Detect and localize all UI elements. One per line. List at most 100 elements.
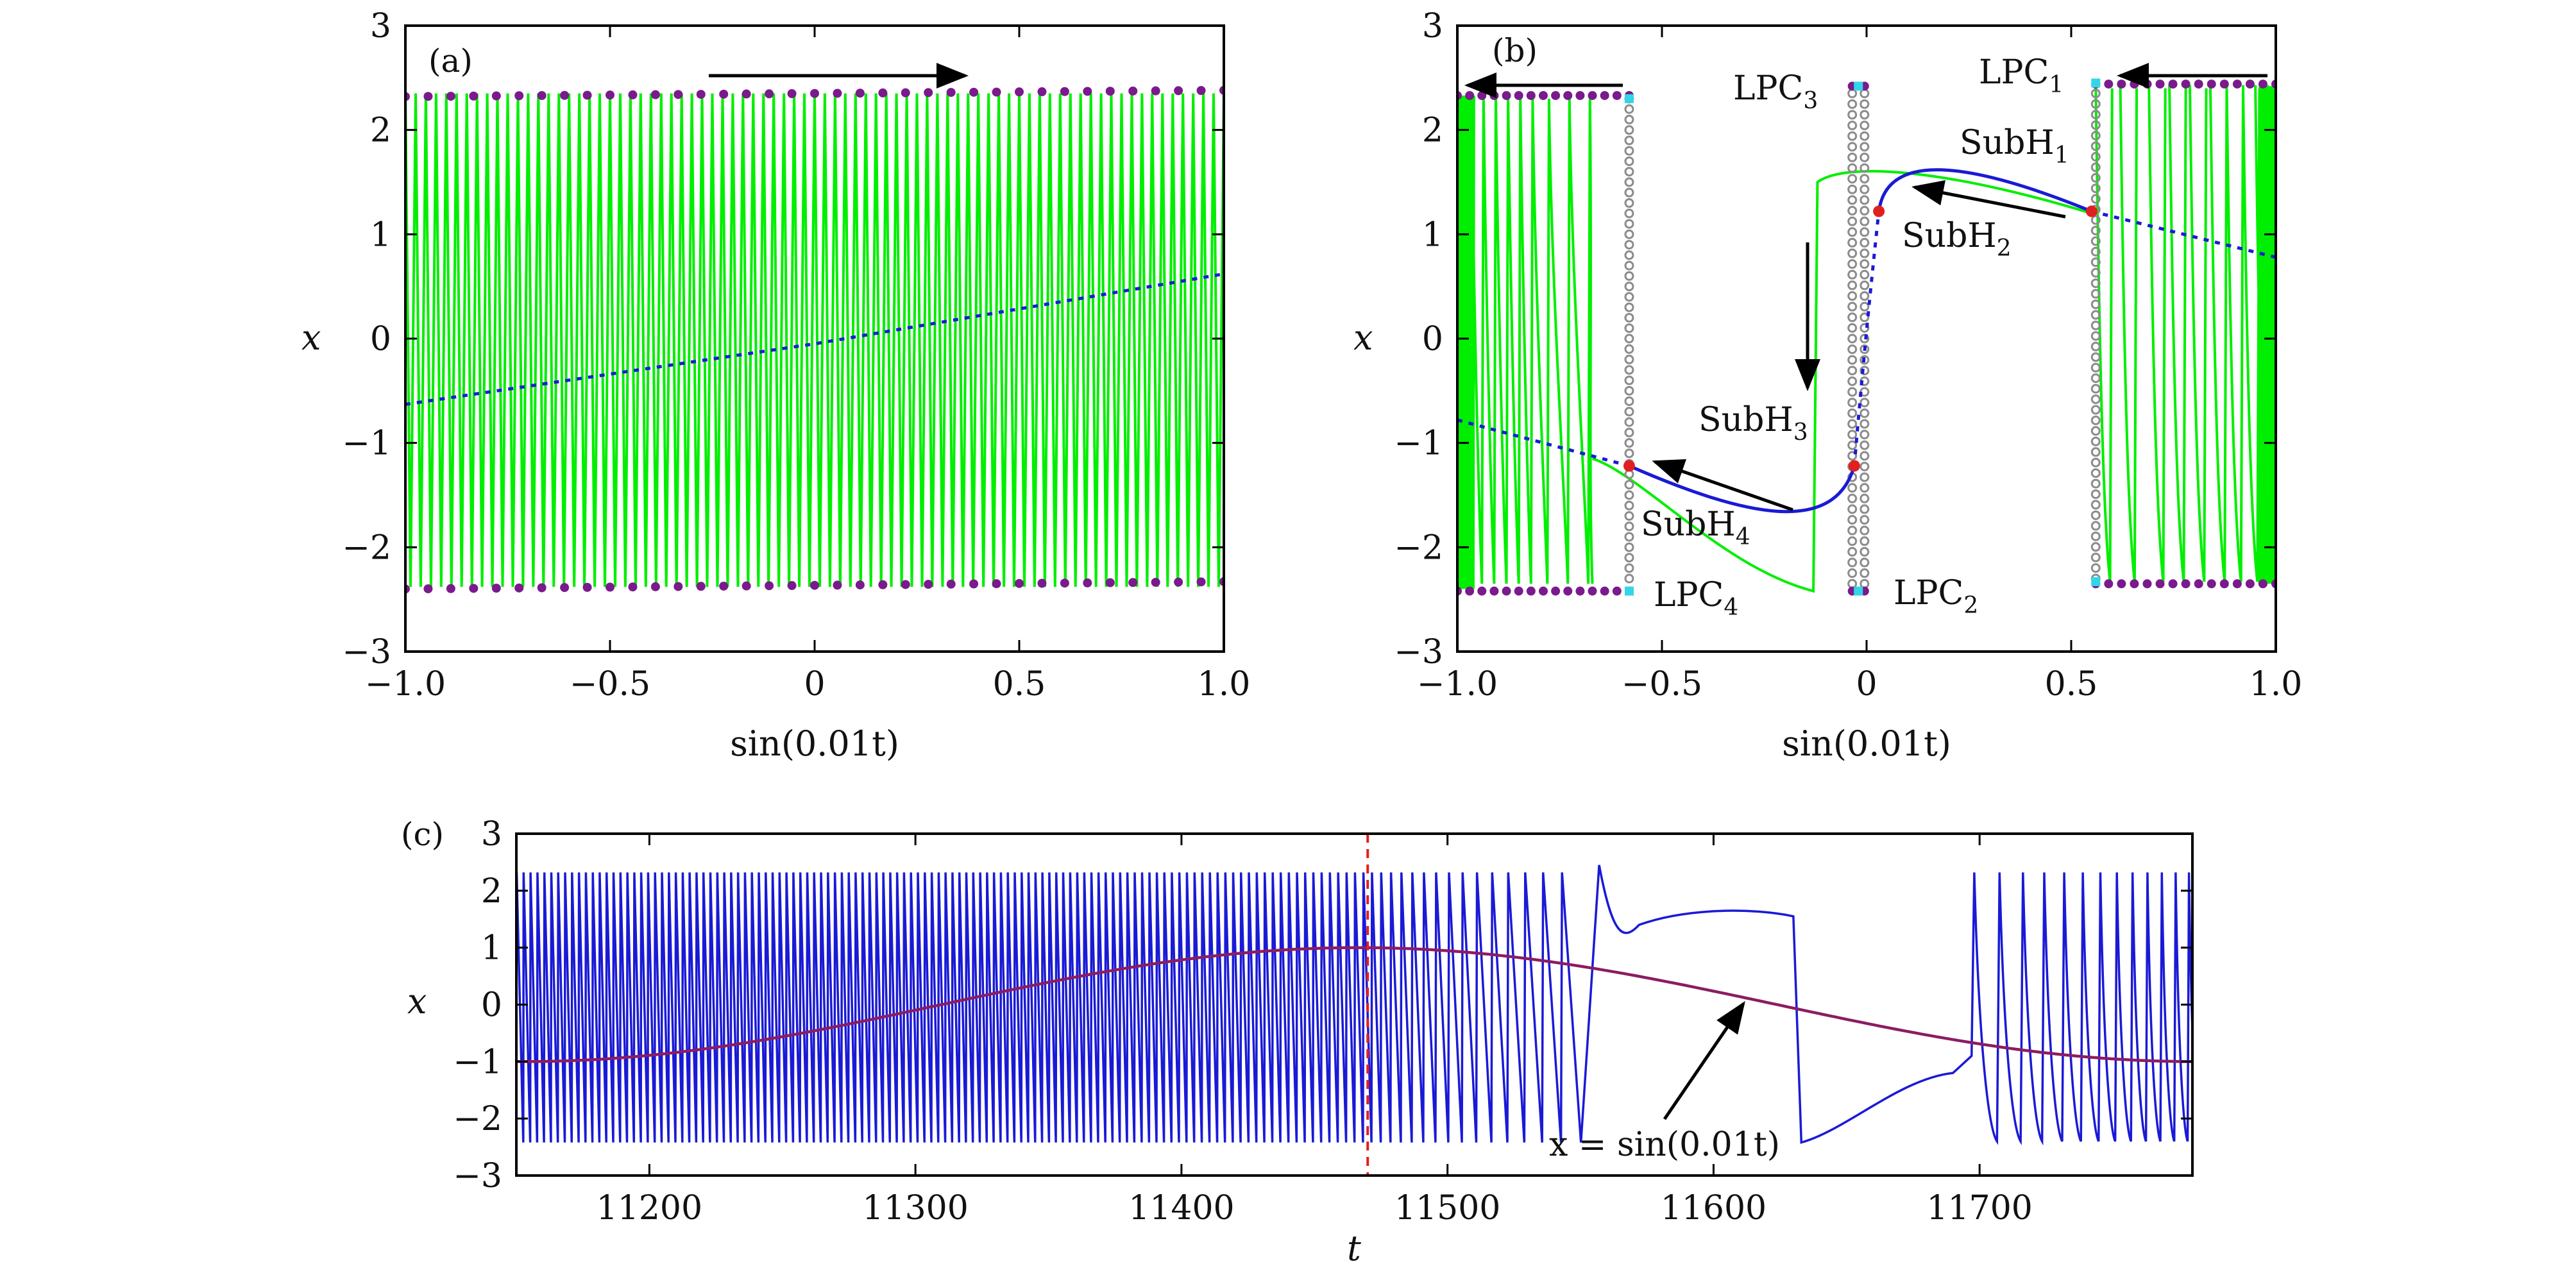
label-subh1: SubH1	[1960, 124, 2069, 169]
panel-b-unstable-branch-middle	[1852, 211, 1881, 466]
panel-a-min-dot	[1174, 577, 1183, 587]
panel-b-xlabel: sin(0.01t)	[1782, 723, 1951, 764]
panel-b-unstable-cycle-point	[1624, 500, 1634, 510]
panel-b-unstable-cycle-point	[1860, 291, 1870, 301]
panel-b-lpc-point	[1624, 94, 1634, 103]
panel-b-unstable-cycle-point	[2090, 173, 2101, 183]
panel-b-unstable-cycle-point	[1847, 291, 1858, 301]
panel-b-max-dot	[1514, 90, 1523, 100]
panel-a-max-dot	[1174, 86, 1183, 96]
panel-b-unstable-cycle-point	[1624, 417, 1634, 427]
panel-a-min-dot	[1015, 578, 1024, 588]
panel-b-oscillation-right	[2094, 85, 2276, 584]
panel-a-min-dot	[719, 581, 729, 591]
panel-a-min-dot	[423, 584, 433, 594]
panel-b-unstable-cycle-point	[1847, 110, 1858, 120]
panel-b-unstable-cycle-point	[1624, 177, 1634, 187]
panel-a-max-dot	[969, 87, 979, 97]
panel-b-unstable-cycle-point	[1624, 219, 1634, 229]
panel-b-lpc-point	[1854, 586, 1863, 596]
panel-a-tag: (a)	[428, 42, 473, 80]
panel-b-min-dot	[2258, 579, 2267, 589]
panel-b-unstable-cycle-point	[1860, 174, 1870, 184]
panel-a-min-dot	[514, 583, 524, 593]
panel-b-unstable-cycle-point	[1860, 206, 1870, 216]
panel-b-min-dot	[1575, 586, 1585, 596]
panel-b-unstable-cycle-point	[1860, 451, 1870, 461]
panel-b-unstable-cycle-point	[1624, 125, 1634, 135]
panel-b-unstable-cycle-point	[2090, 183, 2101, 194]
panel-c-ytick-label: 0	[481, 986, 502, 1025]
panel-b-unstable-cycle-point	[1624, 198, 1634, 208]
panel-b-unstable-cycle-point	[2090, 384, 2101, 394]
label-lpc4: LPC4	[1654, 576, 1738, 621]
panel-a-max-dot	[1196, 86, 1206, 96]
panel-b-unstable-cycle-point	[1847, 333, 1858, 344]
panel-b-unstable-cycle-point	[1847, 142, 1858, 152]
panel-b-unstable-cycle-point	[1624, 427, 1634, 437]
panel-b-unstable-cycle-point	[1624, 344, 1634, 354]
panel-b-lpc-point	[1854, 81, 1863, 91]
panel-b-unstable-cycle-point	[1847, 557, 1858, 568]
panel-b-unstable-cycle-point	[1847, 248, 1858, 258]
panel-b-max-dot	[1551, 90, 1561, 100]
panel-b-unstable-cycle-point	[1860, 483, 1870, 493]
panel-b-unstable-cycle-point	[1847, 568, 1858, 578]
panel-b-unstable-cycle-point	[1860, 110, 1870, 120]
panel-b-unstable-cycle-point	[1860, 515, 1870, 525]
panel-a-min-dot	[1151, 577, 1160, 587]
panel-b-unstable-cycle-point	[1624, 396, 1634, 407]
panel-b-unstable-cycle-point	[1847, 408, 1858, 418]
panel-b-ytick-label: −2	[1394, 528, 1443, 567]
panel-b-unstable-cycle-point	[2090, 531, 2101, 541]
panel-b-unstable-cycle-point	[2090, 131, 2101, 141]
panel-b-unstable-cycle-point	[1847, 398, 1858, 408]
panel-b-unstable-cycle-point	[1860, 333, 1870, 344]
panel-c-ytick-label: −2	[453, 1100, 502, 1138]
panel-a-max-dot	[719, 89, 729, 99]
panel-b-unstable-cycle-point	[1847, 206, 1858, 216]
panel-b-unstable-cycle-point	[2090, 289, 2101, 299]
panel-c-ytick-label: 3	[481, 815, 502, 854]
panel-a-max-dot	[560, 90, 570, 100]
panel-b-min-dot	[1502, 586, 1511, 596]
panel-a-plot-area	[405, 85, 1224, 594]
panel-c-tag: (c)	[401, 816, 444, 853]
panel-c-ytick-label: −1	[453, 1043, 502, 1081]
panel-b-unstable-cycle-point	[1847, 237, 1858, 248]
label-lpc2: LPC2	[1894, 574, 1978, 619]
panel-b-unstable-cycle-point	[1860, 280, 1870, 291]
panel-a-max-dot	[810, 89, 819, 98]
panel-a-min-dot	[1196, 577, 1206, 587]
panel-b-unstable-cycle-point	[1860, 504, 1870, 514]
panel-b-unstable-cycle-point	[1860, 248, 1870, 258]
panel-c-ytick-label: 2	[481, 872, 502, 911]
panel-a-max-dot	[833, 89, 842, 98]
panel-b-unstable-cycle-point	[1847, 578, 1858, 589]
panel-b-unstable-cycle-point	[1860, 493, 1870, 503]
panel-a-max-dot	[1128, 86, 1138, 96]
panel-b-max-dot	[2104, 80, 2114, 89]
panel-a-min-dot	[1105, 578, 1115, 587]
panel-b-unstable-cycle-point	[2090, 563, 2101, 573]
panel-b-unstable-cycle-point	[1860, 89, 1870, 99]
panel-b-unstable-cycle-point	[1624, 146, 1634, 156]
panel-b-unstable-cycle-point	[1624, 521, 1634, 532]
panel-b-unstable-cycle-point	[2090, 236, 2101, 246]
panel-b-oscillation-left	[1457, 95, 2092, 593]
panel-a-max-dot	[787, 89, 797, 99]
panel-b-unstable-cycle-point	[1860, 557, 1870, 568]
panel-b-unstable-cycle-point	[1847, 536, 1858, 546]
panel-b-unstable-cycle-point	[2090, 141, 2101, 151]
panel-b-ytick-label: 0	[1422, 320, 1443, 358]
panel-b-min-dot	[2168, 579, 2178, 589]
panel-b-unstable-cycle-point	[1847, 525, 1858, 535]
panel-b-unstable-cycle-point	[2090, 310, 2101, 320]
panel-b-unstable-cycle-point	[1847, 419, 1858, 429]
panel-a-min-dot	[560, 583, 570, 593]
panel-a-ytick-label: 2	[370, 112, 391, 150]
panel-b-unstable-cycle-point	[1847, 504, 1858, 514]
panel-b-unstable-cycle-point	[1624, 229, 1634, 239]
panel-b-unstable-cycle-point	[1847, 184, 1858, 194]
panel-b-max-dot	[1575, 90, 1585, 100]
